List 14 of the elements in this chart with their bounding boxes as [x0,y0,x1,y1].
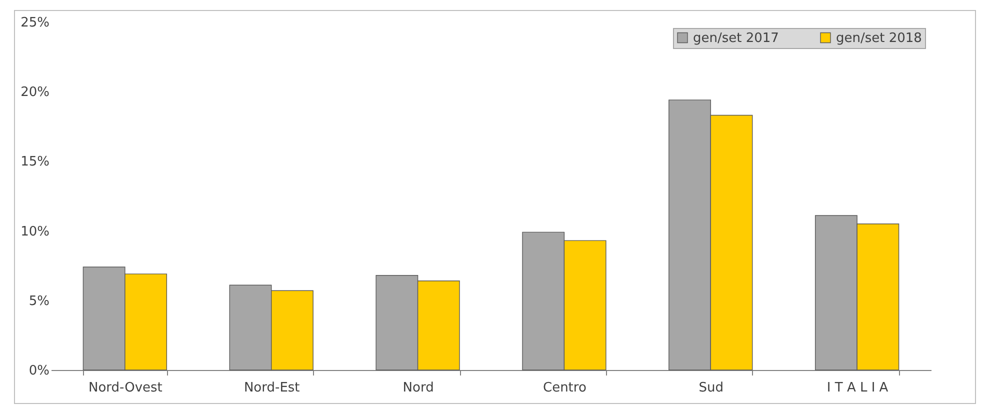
y-tick-label: 5% [28,294,50,309]
y-tick-label: 25% [20,16,50,30]
x-tick-label: Sud [698,380,724,396]
y-tick-label: 0% [28,364,50,378]
x-tick-label: I T A L I A [826,380,888,396]
legend-label: gen/set 2018 [836,30,922,46]
x-tick-label: Nord [402,380,434,396]
y-tick-label: 10% [20,224,50,240]
x-tick-label: Nord-Ovest [88,380,162,396]
y-tick-label: 15% [20,154,50,170]
x-tick-label: Nord-Est [244,380,300,396]
x-tick-label: Centro [542,380,586,396]
y-tick-label: 20% [20,85,50,100]
legend-label: gen/set 2017 [693,30,779,46]
